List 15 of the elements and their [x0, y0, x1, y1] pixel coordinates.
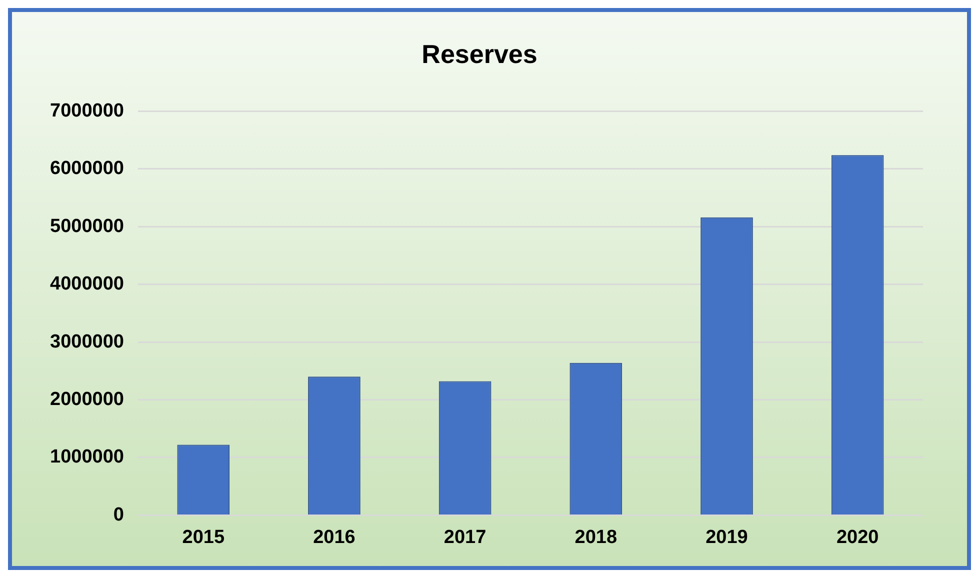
x-tick-label: 2015	[182, 526, 225, 548]
y-tick-label: 6000000	[50, 158, 124, 180]
x-tick-label: 2016	[313, 526, 356, 548]
y-tick-label: 3000000	[50, 331, 124, 352]
chart-title: Reserves	[422, 38, 538, 69]
y-tick-label: 4000000	[50, 274, 124, 295]
y-tick-label: 5000000	[50, 216, 124, 237]
y-tick-label: 1000000	[50, 446, 124, 468]
y-tick-label: 7000000	[50, 100, 124, 122]
y-tick-label: 0	[113, 504, 124, 526]
y-tick-label: 2000000	[50, 389, 124, 410]
x-tick-label: 2020	[836, 526, 879, 548]
x-tick-label: 2018	[574, 526, 618, 548]
x-tick-label: 2017	[444, 526, 486, 548]
x-tick-label: 2019	[706, 526, 748, 548]
